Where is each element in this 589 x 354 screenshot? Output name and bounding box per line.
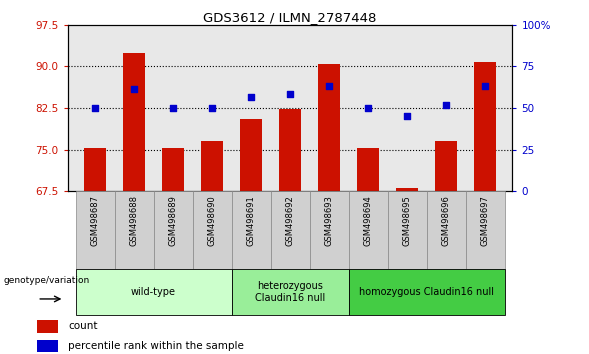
- Point: [207, 105, 217, 111]
- Point: [285, 91, 294, 97]
- Text: GSM498689: GSM498689: [168, 195, 177, 246]
- Bar: [231, 191, 270, 269]
- Bar: [84, 148, 106, 191]
- Bar: [474, 62, 496, 191]
- Bar: [123, 52, 145, 191]
- Bar: [388, 191, 426, 269]
- Bar: [270, 191, 310, 269]
- Bar: [201, 141, 223, 191]
- Bar: [279, 109, 301, 191]
- Text: genotype/variation: genotype/variation: [4, 276, 90, 285]
- Bar: [396, 188, 418, 191]
- Point: [325, 83, 334, 88]
- Text: count: count: [68, 321, 98, 331]
- Text: percentile rank within the sample: percentile rank within the sample: [68, 341, 244, 351]
- Bar: [75, 269, 231, 315]
- Bar: [319, 64, 340, 191]
- Bar: [114, 191, 154, 269]
- Point: [246, 94, 256, 100]
- Bar: [426, 191, 466, 269]
- Title: GDS3612 / ILMN_2787448: GDS3612 / ILMN_2787448: [203, 11, 377, 24]
- Text: GSM498688: GSM498688: [130, 195, 138, 246]
- Bar: [435, 141, 457, 191]
- Bar: [240, 119, 262, 191]
- Text: wild-type: wild-type: [131, 287, 176, 297]
- Text: GSM498690: GSM498690: [207, 195, 217, 246]
- Point: [402, 113, 412, 119]
- Bar: [349, 191, 388, 269]
- Bar: [310, 191, 349, 269]
- Text: GSM498691: GSM498691: [247, 195, 256, 246]
- Bar: [231, 269, 349, 315]
- Point: [168, 105, 178, 111]
- Bar: [466, 191, 505, 269]
- Bar: [193, 191, 231, 269]
- Text: GSM498692: GSM498692: [286, 195, 294, 246]
- Bar: [349, 269, 505, 315]
- Bar: [163, 148, 184, 191]
- Text: GSM498696: GSM498696: [442, 195, 451, 246]
- Bar: [358, 148, 379, 191]
- Text: GSM498687: GSM498687: [91, 195, 100, 246]
- Text: GSM498694: GSM498694: [363, 195, 373, 246]
- Text: GSM498695: GSM498695: [403, 195, 412, 246]
- Text: GSM498697: GSM498697: [481, 195, 489, 246]
- Text: GSM498693: GSM498693: [325, 195, 333, 246]
- Point: [90, 105, 100, 111]
- Point: [441, 102, 451, 108]
- Bar: [37, 320, 58, 333]
- Point: [481, 83, 490, 88]
- Bar: [154, 191, 193, 269]
- Text: heterozygous
Claudin16 null: heterozygous Claudin16 null: [255, 281, 325, 303]
- Point: [363, 105, 373, 111]
- Bar: [37, 339, 58, 352]
- Bar: [75, 191, 114, 269]
- Point: [130, 86, 139, 91]
- Text: homozygous Claudin16 null: homozygous Claudin16 null: [359, 287, 494, 297]
